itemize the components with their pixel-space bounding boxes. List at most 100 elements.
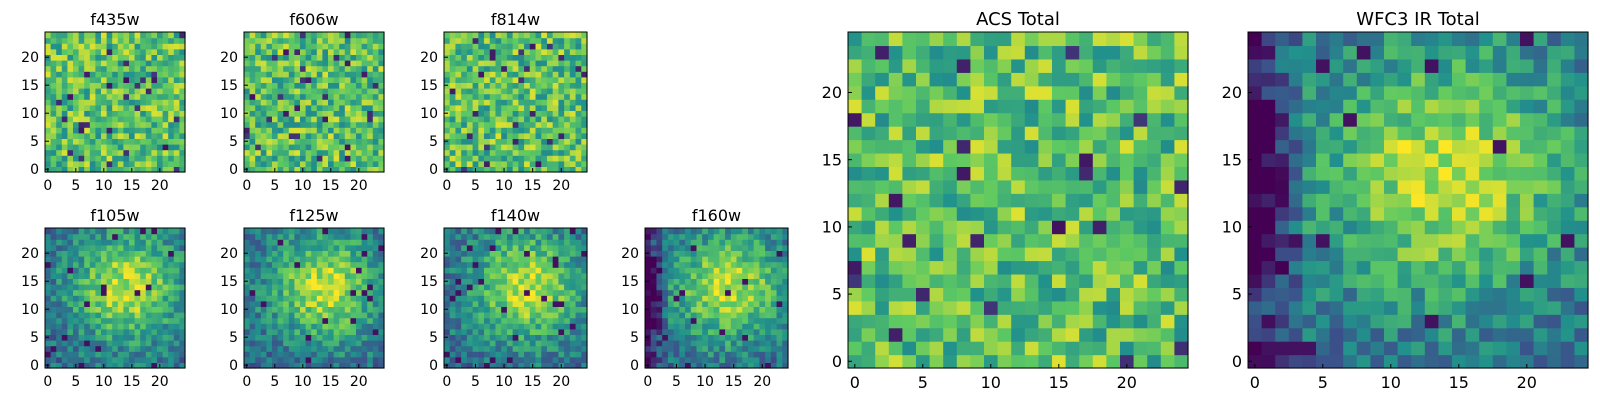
heatmap-cell [283, 132, 290, 139]
heatmap-cell [765, 345, 772, 352]
heatmap-cell [581, 93, 588, 100]
heatmap-cell [455, 351, 462, 358]
heatmap-cell [753, 334, 760, 341]
heatmap-cell [151, 132, 158, 139]
heatmap-cell [50, 256, 57, 263]
heatmap-cell [350, 334, 357, 341]
heatmap-cell [1106, 247, 1121, 262]
heatmap-cell [770, 278, 778, 285]
heatmap-cell [444, 43, 451, 50]
heatmap-cell [719, 340, 726, 347]
heatmap-cell [367, 250, 374, 257]
heatmap-cell [552, 104, 559, 111]
heatmap-cell [300, 76, 307, 83]
heatmap-cell [255, 76, 262, 83]
heatmap-cell [449, 32, 457, 39]
heatmap-cell [249, 306, 256, 313]
heatmap-cell [157, 267, 164, 274]
heatmap-cell [444, 228, 451, 235]
heatmap-cell [541, 99, 548, 106]
heatmap-cell [656, 278, 663, 285]
heatmap-cell [95, 272, 102, 279]
heatmap-cell [260, 104, 267, 111]
heatmap-cell [707, 306, 715, 313]
heatmap-cell [272, 138, 279, 145]
heatmap-cell [888, 152, 903, 167]
heatmap-cell [546, 65, 554, 72]
heatmap-cell [1065, 247, 1080, 262]
heatmap-cell [662, 345, 669, 352]
heatmap-cell [129, 345, 136, 352]
heatmap-cell [455, 278, 462, 285]
heatmap-cell [255, 267, 262, 274]
heatmap-cell [759, 300, 766, 307]
heatmap-cell [361, 43, 368, 50]
heatmap-cell [512, 48, 519, 55]
heatmap-cell [645, 272, 652, 279]
heatmap-cell [134, 228, 141, 235]
heatmap-cell [45, 300, 52, 307]
heatmap-cell [101, 116, 108, 123]
heatmap-cell [662, 312, 669, 319]
heatmap-cell [489, 312, 497, 319]
heatmap-cell [541, 166, 548, 173]
heatmap-cell [249, 160, 256, 167]
axes-frame [44, 31, 186, 173]
heatmap-cell [372, 244, 379, 251]
heatmap-cell [168, 48, 175, 55]
heatmap-cell [1133, 233, 1148, 248]
heatmap-cell [179, 250, 186, 257]
heatmap-cell [495, 334, 502, 341]
heatmap-cell [546, 82, 554, 89]
heatmap-cell [546, 306, 554, 313]
heatmap-cell [501, 300, 508, 307]
heatmap-cell [283, 82, 290, 89]
heatmap-cell [328, 76, 335, 83]
heatmap-cell [157, 323, 164, 330]
heatmap-cell [361, 60, 368, 67]
heatmap-cell [546, 340, 554, 347]
heatmap-cell [449, 250, 457, 257]
heatmap-cell [361, 362, 368, 369]
heatmap-cell [541, 328, 548, 335]
heatmap-cell [455, 166, 462, 173]
heatmap-cell [356, 60, 363, 67]
heatmap-cell [645, 356, 652, 363]
heatmap-cell [1079, 206, 1094, 221]
heatmap-cell [300, 160, 307, 167]
heatmap-cell [472, 295, 479, 302]
heatmap-cell [713, 306, 720, 313]
heatmap-cell [489, 132, 497, 139]
heatmap-cell [581, 149, 588, 156]
heatmap-cell [378, 99, 385, 106]
heatmap-cell [782, 272, 789, 279]
heatmap-cell [294, 110, 301, 117]
heatmap-cell [444, 127, 451, 134]
heatmap-cell [350, 295, 357, 302]
heatmap-cell [495, 76, 502, 83]
heatmap-cell [367, 82, 374, 89]
heatmap-cell [316, 295, 323, 302]
heatmap-cell [73, 54, 80, 61]
heatmap-cell [1079, 166, 1094, 181]
heatmap-cell [179, 160, 186, 167]
heatmap-cell [707, 356, 715, 363]
heatmap-cell [1160, 139, 1175, 154]
heatmap-cell [311, 48, 318, 55]
heatmap-cell [575, 32, 582, 39]
heatmap-cell [123, 289, 130, 296]
heatmap-cell [506, 166, 514, 173]
heatmap-cell [564, 312, 571, 319]
heatmap-cell [546, 54, 554, 61]
heatmap-cell [168, 306, 175, 313]
heatmap-cell [89, 340, 96, 347]
heatmap-cell [667, 323, 675, 330]
y-tick-label: 15 [220, 274, 238, 290]
heatmap-cell [489, 261, 497, 268]
heatmap-cell [461, 54, 468, 61]
heatmap-cell [956, 354, 971, 369]
heatmap-cell [266, 272, 273, 279]
heatmap-cell [266, 71, 273, 78]
heatmap-cell [277, 121, 284, 128]
heatmap-cell [260, 328, 267, 335]
